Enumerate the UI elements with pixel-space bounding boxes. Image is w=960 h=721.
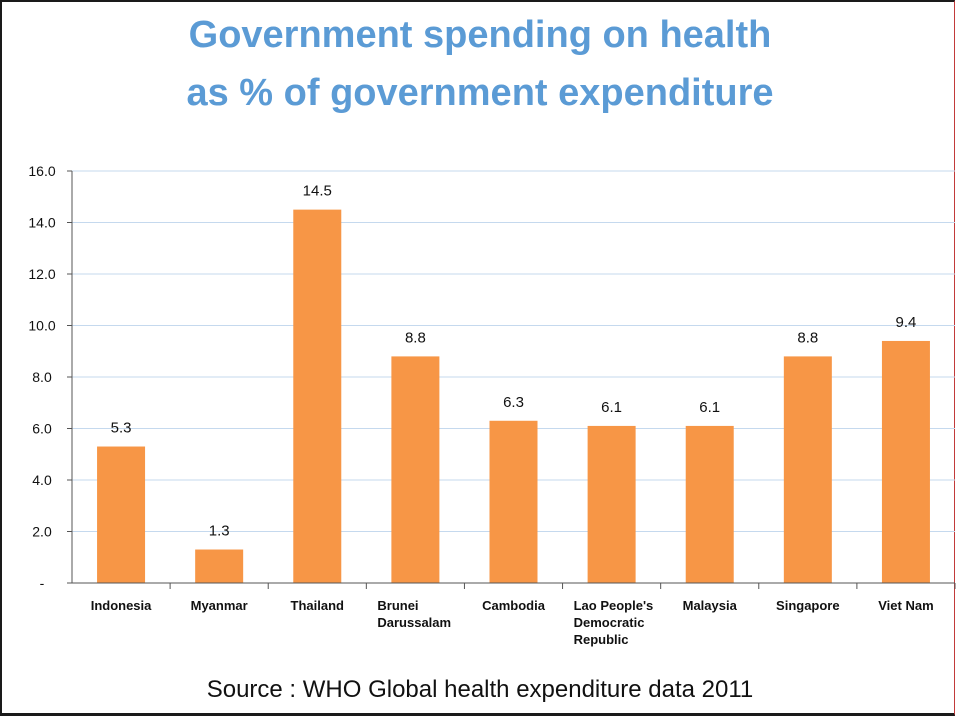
- category-label-line: Malaysia: [683, 598, 738, 613]
- source-note: Source : WHO Global health expenditure d…: [206, 676, 754, 703]
- category-label-line: Lao People's: [574, 598, 654, 613]
- category-label-line: Viet Nam: [878, 598, 933, 613]
- data-label: 14.5: [303, 183, 332, 200]
- data-label: 6.1: [601, 399, 622, 416]
- category-label: Malaysia: [683, 598, 738, 613]
- y-tick-label: 16.0: [28, 163, 55, 179]
- category-label-line: Brunei: [377, 598, 418, 613]
- category-labels: Indonesia Myanmar Thailand Brunei Darussalam…: [91, 598, 934, 647]
- y-tick-label: 6.0: [32, 421, 52, 437]
- category-label: Singapore: [776, 598, 840, 613]
- data-label: 6.1: [699, 399, 720, 416]
- category-label-line: Singapore: [776, 598, 840, 613]
- category-label-line: Myanmar: [191, 598, 248, 613]
- category-label-line: Republic: [574, 632, 629, 647]
- chart-title-line-1: Government spending on health: [188, 14, 772, 56]
- bar-chart: - 2.0 4.0 6.0 8.0 10.0 12.0 14.0 16.0 5.3 1.3 14.5…: [28, 163, 956, 647]
- category-label-line: Darussalam: [377, 615, 451, 630]
- category-label: Thailand: [291, 598, 345, 613]
- y-tick-labels: - 2.0 4.0 6.0 8.0 10.0 12.0 14.0 16.0: [28, 163, 55, 591]
- category-label: Myanmar: [191, 598, 248, 613]
- bars: [97, 209, 930, 583]
- data-label: 9.4: [896, 314, 917, 331]
- bar: [587, 425, 636, 583]
- bar: [391, 356, 440, 583]
- data-label: 1.3: [209, 523, 230, 540]
- chart-title-line-2: as % of government expenditure: [186, 72, 774, 114]
- bar: [783, 356, 832, 583]
- category-label: Brunei Darussalam: [377, 598, 451, 630]
- data-labels: 5.3 1.3 14.5 8.8 6.3 6.1 6.1 8.8 9.4: [111, 183, 917, 540]
- y-tick-label: 10.0: [28, 318, 55, 334]
- data-label: 8.8: [797, 329, 818, 346]
- y-tick-label: -: [40, 575, 45, 591]
- bar: [293, 209, 342, 583]
- y-tick-label: 8.0: [32, 369, 52, 385]
- y-tick-label: 14.0: [28, 215, 55, 231]
- data-label: 5.3: [111, 420, 132, 437]
- bar: [489, 420, 538, 583]
- y-tick-label: 4.0: [32, 472, 52, 488]
- category-label: Cambodia: [482, 598, 546, 613]
- y-tick-label: 12.0: [28, 266, 55, 282]
- category-label-line: Cambodia: [482, 598, 546, 613]
- category-label-line: Thailand: [291, 598, 345, 613]
- category-label-line: Democratic: [574, 615, 645, 630]
- category-label: Viet Nam: [878, 598, 933, 613]
- bar: [195, 549, 244, 583]
- bar: [97, 446, 146, 583]
- bar: [881, 340, 930, 583]
- category-label: Lao People's Democratic Republic: [574, 598, 654, 647]
- chart-title: Government spending on health as % of go…: [0, 6, 960, 122]
- category-label: Indonesia: [91, 598, 152, 613]
- category-label-line: Indonesia: [91, 598, 152, 613]
- axes: [67, 170, 956, 589]
- bar: [685, 425, 734, 583]
- y-tick-label: 2.0: [32, 524, 52, 540]
- data-label: 8.8: [405, 329, 426, 346]
- data-label: 6.3: [503, 394, 524, 411]
